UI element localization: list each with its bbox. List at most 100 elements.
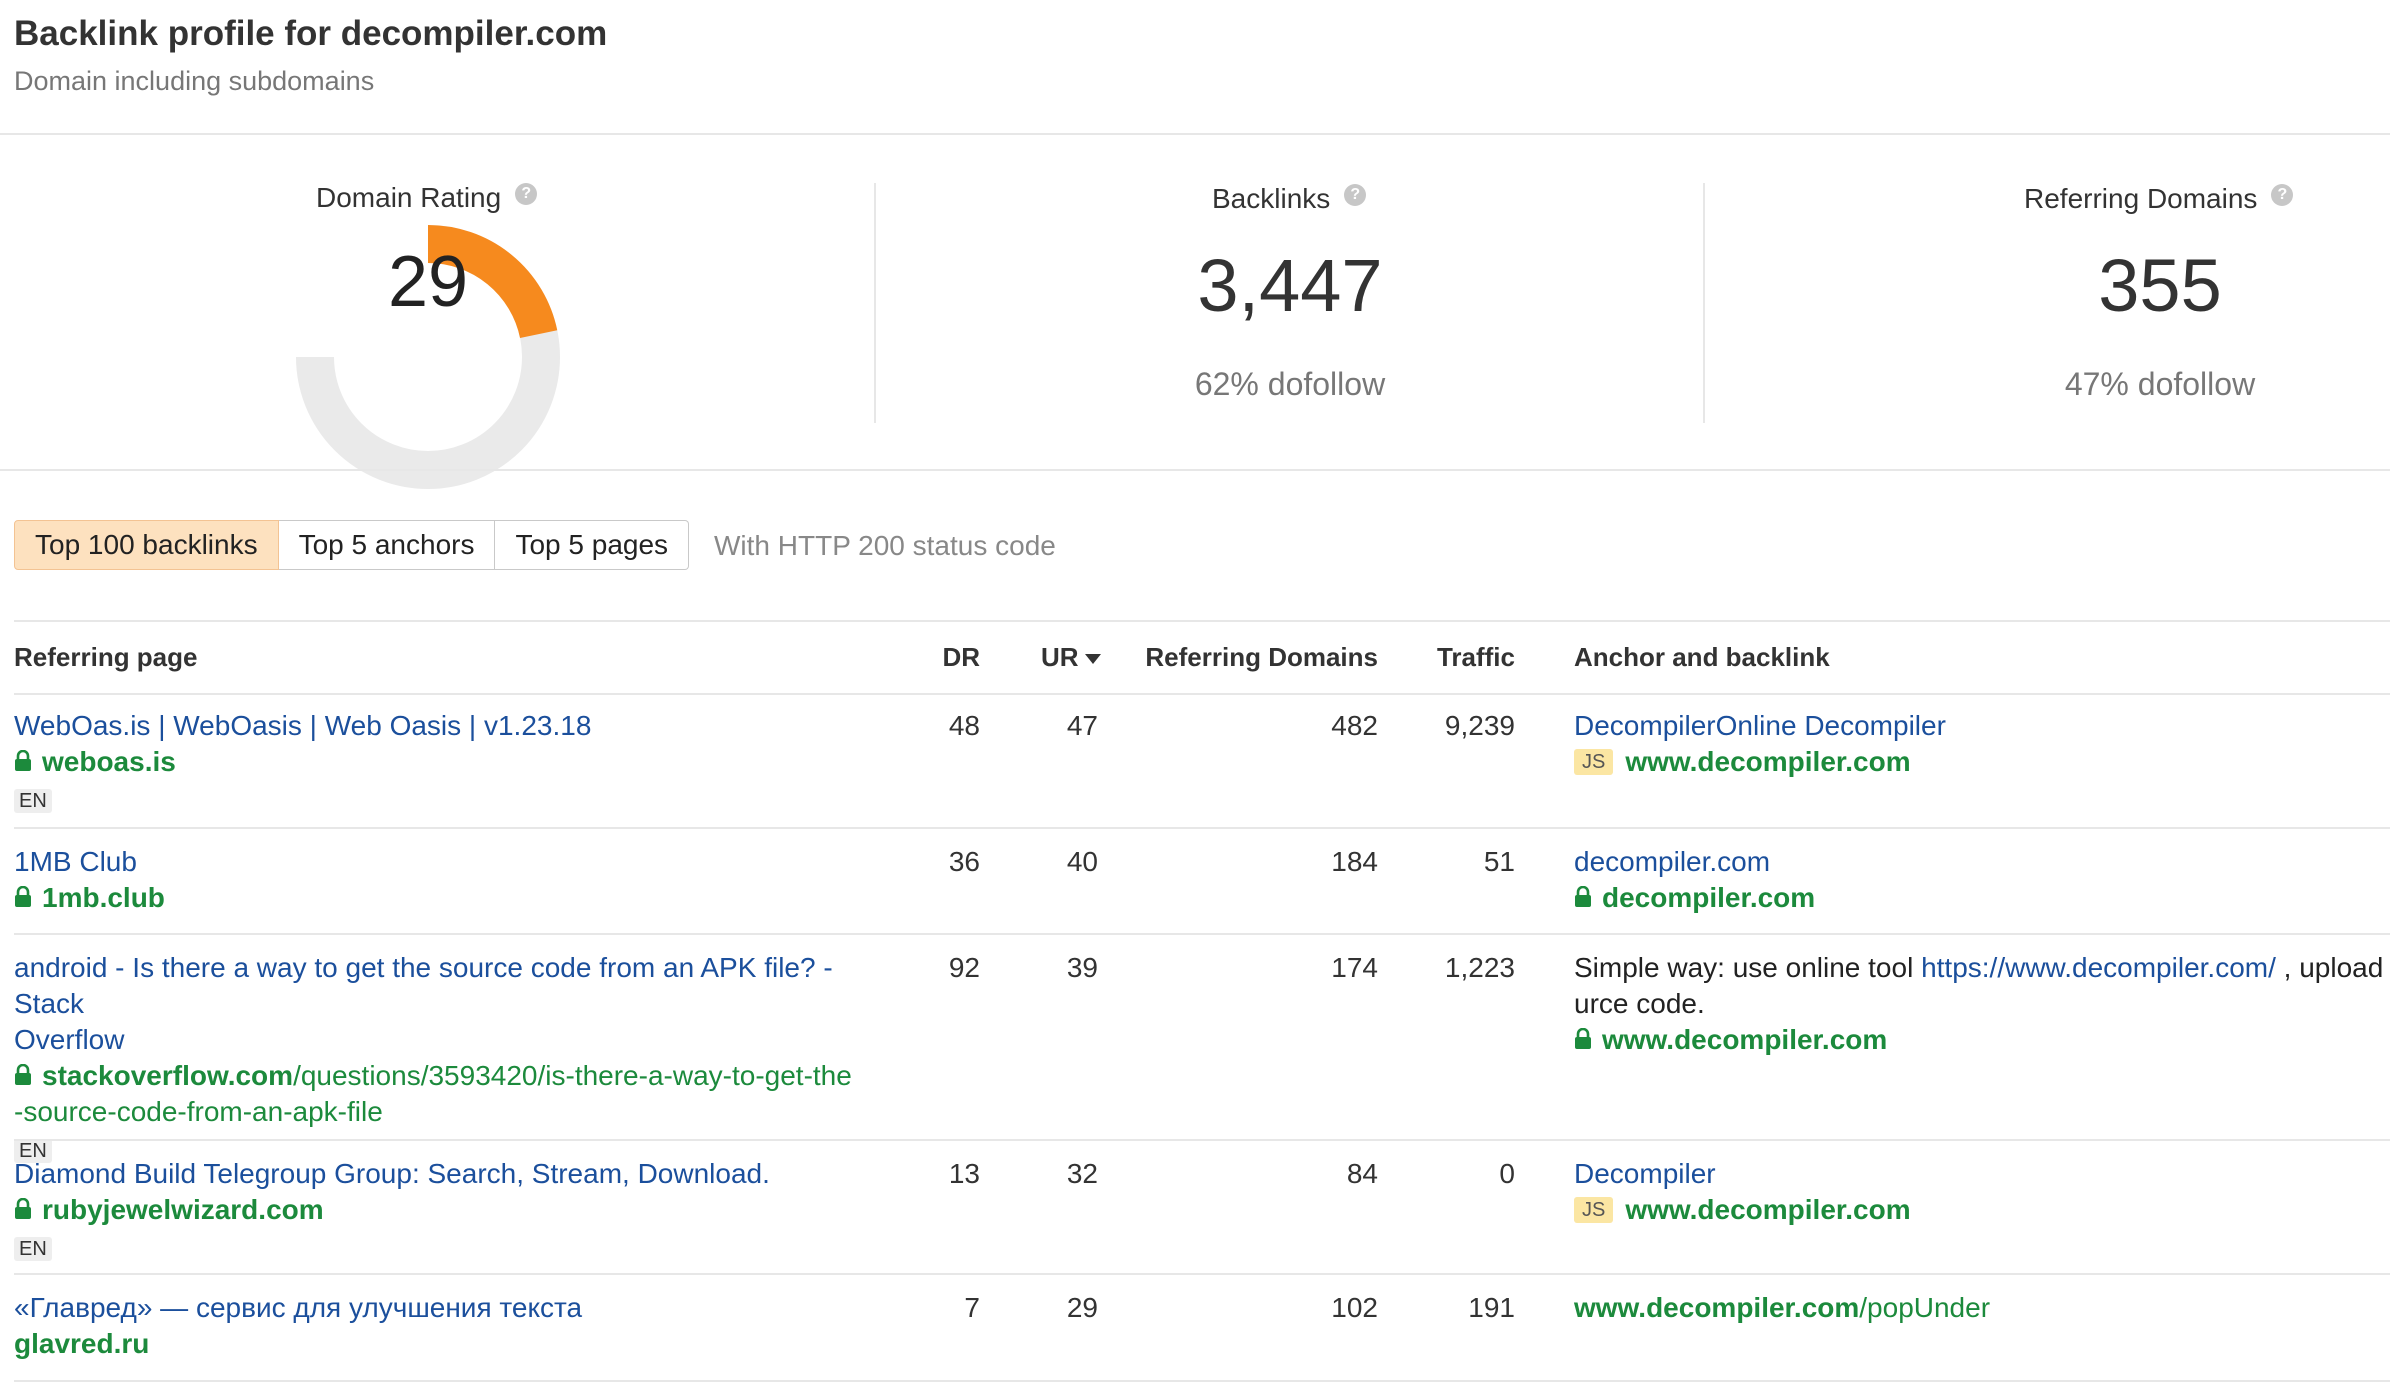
referring-page-url[interactable]: glavred.ru xyxy=(14,1326,894,1362)
referring-domain: stackoverflow.com xyxy=(42,1060,294,1091)
tab-top-5-anchors[interactable]: Top 5 anchors xyxy=(278,520,496,570)
page-title: Backlink profile for decompiler.com xyxy=(14,14,608,53)
referring-page-cell: «Главред» — сервис для улучшения текста … xyxy=(14,1290,894,1362)
dr-value: 48 xyxy=(948,710,980,741)
backlink-domain: www.decompiler.com xyxy=(1625,746,1911,777)
row-divider xyxy=(14,1273,2390,1275)
column-header-referring-page[interactable]: Referring page xyxy=(14,642,198,672)
lock-icon xyxy=(1575,885,1591,907)
referring-domains-value: 482 xyxy=(1331,710,1378,741)
language-badge: EN xyxy=(14,1237,52,1261)
referring-page-cell: 1MB Club 1mb.club xyxy=(14,844,894,916)
ur-value: 39 xyxy=(1066,952,1098,983)
row-divider xyxy=(14,1380,2390,1382)
table-row: 1MB Club 1mb.club 36 40 184 51 decompile… xyxy=(0,829,2390,935)
referring-page-title-link[interactable]: WebOas.is | WebOasis | Web Oasis | v1.23… xyxy=(14,710,592,741)
anchor-text[interactable]: Decompiler xyxy=(1574,1158,1716,1189)
ur-value: 47 xyxy=(1066,710,1098,741)
anchor-text: Simple way: use online tool https://www.… xyxy=(1574,952,2390,983)
column-header-ur[interactable]: UR xyxy=(1041,642,1101,673)
referring-path: /questions/3593420/is-there-a-way-to-get… xyxy=(293,1060,852,1091)
lock-icon xyxy=(15,1197,31,1219)
domain-rating-label: Domain Rating ? xyxy=(316,182,538,214)
ur-value: 40 xyxy=(1066,846,1098,877)
traffic-value: 191 xyxy=(1468,1292,1515,1323)
anchor-text[interactable]: decompiler.com xyxy=(1574,846,1771,877)
lock-icon xyxy=(15,749,31,771)
traffic-value: 1,223 xyxy=(1444,952,1515,983)
backlink-path: /popUnder xyxy=(1859,1292,1991,1323)
backlink-url[interactable]: www.decompiler.com/popUnder xyxy=(1574,1290,2390,1326)
tab-bar: Top 100 backlinks Top 5 anchors Top 5 pa… xyxy=(14,520,690,572)
referring-page-url[interactable]: stackoverflow.com/questions/3593420/is-t… xyxy=(14,1058,894,1130)
metrics-divider xyxy=(0,469,2390,471)
referring-domain: glavred.ru xyxy=(14,1328,150,1359)
table-row: WebOas.is | WebOasis | Web Oasis | v1.23… xyxy=(0,695,2390,829)
referring-domain: weboas.is xyxy=(42,746,176,777)
metric-divider xyxy=(874,183,876,423)
referring-path-continued: -source-code-from-an-apk-file xyxy=(14,1096,383,1127)
lock-icon xyxy=(1575,1027,1591,1049)
page-subtitle: Domain including subdomains xyxy=(14,66,375,96)
help-icon[interactable]: ? xyxy=(2271,184,2294,206)
referring-page-title-link[interactable]: 1MB Club xyxy=(14,846,137,877)
referring-page-url[interactable]: rubyjewelwizard.com xyxy=(14,1192,894,1228)
backlink-domain: www.decompiler.com xyxy=(1625,1194,1911,1225)
referring-domains-value: 84 xyxy=(1346,1158,1378,1189)
table-row: android - Is there a way to get the sour… xyxy=(0,935,2390,1163)
anchor-text-continued: urce code. xyxy=(1574,988,1705,1019)
column-header-dr[interactable]: DR xyxy=(942,642,980,672)
column-header-referring-domains[interactable]: Referring Domains xyxy=(1145,642,1378,672)
referring-page-cell: WebOas.is | WebOasis | Web Oasis | v1.23… xyxy=(14,708,894,816)
tab-top-100-backlinks[interactable]: Top 100 backlinks xyxy=(14,520,279,570)
backlinks-value: 3,447 xyxy=(1197,244,1383,327)
traffic-value: 0 xyxy=(1499,1158,1515,1189)
anchor-cell: Decompiler JS www.decompiler.com xyxy=(1574,1156,2390,1228)
tab-top-5-pages[interactable]: Top 5 pages xyxy=(495,520,690,570)
backlinks-label: Backlinks ? xyxy=(1212,183,1367,215)
referring-domain: rubyjewelwizard.com xyxy=(42,1194,324,1225)
status-code-note: With HTTP 200 status code xyxy=(714,530,1056,561)
ur-value: 32 xyxy=(1066,1158,1098,1189)
referring-page-url[interactable]: 1mb.club xyxy=(14,880,894,916)
anchor-text[interactable]: DecompilerOnline Decompiler xyxy=(1574,710,1946,741)
language-badge: EN xyxy=(14,789,52,813)
traffic-value: 51 xyxy=(1483,846,1515,877)
gauge-chart xyxy=(296,225,560,489)
metric-divider xyxy=(1703,183,1705,423)
dr-value: 36 xyxy=(948,846,980,877)
anchor-cell: decompiler.com decompiler.com xyxy=(1574,844,2390,916)
anchor-inline-link[interactable]: https://www.decompiler.com/ xyxy=(1921,952,2276,983)
backlink-url[interactable]: decompiler.com xyxy=(1574,880,2390,916)
backlink-url[interactable]: JS www.decompiler.com xyxy=(1574,1192,2390,1228)
referring-page-cell: Diamond Build Telegroup Group: Search, S… xyxy=(14,1156,894,1264)
referring-domains-value: 184 xyxy=(1331,846,1378,877)
referring-domains-value: 355 xyxy=(2098,244,2222,327)
table-header-divider xyxy=(14,693,2390,695)
help-icon[interactable]: ? xyxy=(515,183,538,205)
referring-page-cell: android - Is there a way to get the sour… xyxy=(14,950,894,1166)
js-badge: JS xyxy=(1574,1196,1614,1223)
referring-domains-value: 102 xyxy=(1331,1292,1378,1323)
referring-page-title-link[interactable]: android - Is there a way to get the sour… xyxy=(14,952,833,1055)
dr-value: 92 xyxy=(948,952,980,983)
row-divider xyxy=(14,1139,2390,1141)
table-row: Diamond Build Telegroup Group: Search, S… xyxy=(0,1141,2390,1275)
table-top-divider xyxy=(14,620,2390,622)
referring-page-title-link[interactable]: «Главред» — сервис для улучшения текста xyxy=(14,1292,583,1323)
lock-icon xyxy=(15,885,31,907)
backlink-url[interactable]: www.decompiler.com xyxy=(1574,1022,2390,1058)
domain-rating-value: 29 xyxy=(387,242,469,322)
backlink-domain: decompiler.com xyxy=(1602,882,1816,913)
referring-domain: 1mb.club xyxy=(42,882,165,913)
header-divider xyxy=(0,133,2390,135)
referring-domains-label: Referring Domains ? xyxy=(2024,183,2294,215)
backlinks-dofollow: 62% dofollow xyxy=(1194,366,1386,402)
referring-page-title-link[interactable]: Diamond Build Telegroup Group: Search, S… xyxy=(14,1158,770,1189)
referring-page-url[interactable]: weboas.is xyxy=(14,744,894,780)
backlink-url[interactable]: JS www.decompiler.com xyxy=(1574,744,2390,780)
traffic-value: 9,239 xyxy=(1444,710,1515,741)
column-header-traffic[interactable]: Traffic xyxy=(1436,642,1515,672)
help-icon[interactable]: ? xyxy=(1344,184,1367,206)
column-header-anchor-backlink[interactable]: Anchor and backlink xyxy=(1574,642,1830,672)
